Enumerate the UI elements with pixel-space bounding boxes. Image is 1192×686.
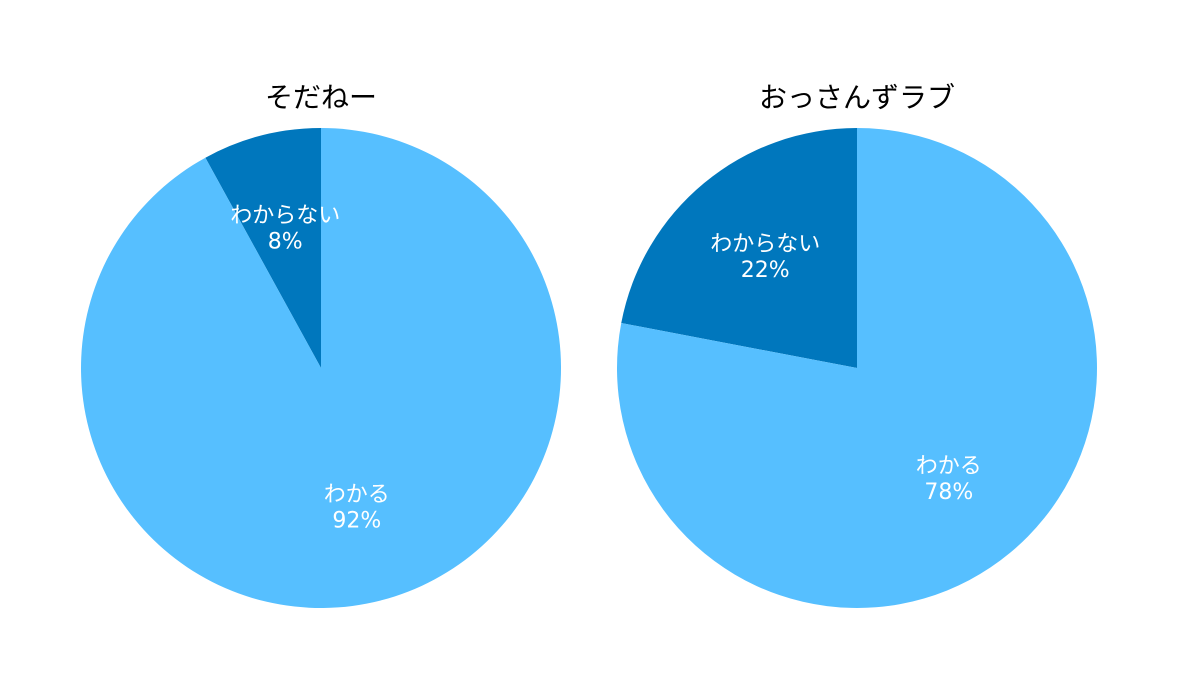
- pie-slice-wakaranai: [205, 128, 321, 368]
- slice-value-label: 78%: [924, 480, 973, 505]
- pie-title: そだねー: [265, 81, 377, 114]
- pie-slice-wakaru: [81, 127, 562, 608]
- slice-value-label: 8%: [268, 230, 303, 255]
- pie-title: おっさんずラブ: [759, 81, 955, 114]
- slice-name-label: わからない: [710, 232, 820, 257]
- slice-value-label: 22%: [741, 258, 790, 283]
- pie-slice-wakaru: [616, 128, 1097, 608]
- slice-name-label: わかる: [324, 483, 390, 508]
- pie-slice-wakaranai: [621, 128, 857, 368]
- slice-name-label: わからない: [230, 204, 340, 229]
- slice-name-label: わかる: [916, 454, 982, 479]
- slice-value-label: 92%: [332, 509, 381, 534]
